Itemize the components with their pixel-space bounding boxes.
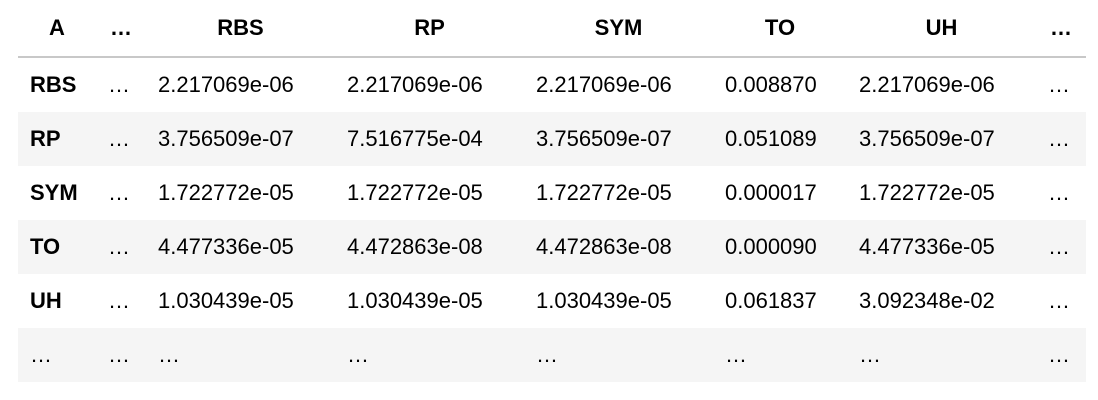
table-row: RBS … 2.217069e-06 2.217069e-06 2.217069… (18, 57, 1086, 112)
table-cell: 4.472863e-08 (536, 234, 672, 259)
table-cell: … (536, 342, 558, 367)
table-cell: … (1048, 288, 1070, 313)
header-row: A … RBS RP SYM TO UH … (18, 0, 1086, 58)
row-index: RP (30, 126, 61, 151)
table-cell: 2.217069e-06 (158, 72, 294, 97)
table-row: SYM … 1.722772e-05 1.722772e-05 1.722772… (18, 166, 1086, 220)
table-cell: 1.722772e-05 (859, 180, 995, 205)
row-index: TO (30, 234, 61, 259)
table-cell: … (725, 342, 747, 367)
table-cell: 4.477336e-05 (859, 234, 995, 259)
table-cell: … (158, 342, 180, 367)
table-cell: 4.477336e-05 (158, 234, 294, 259)
dataframe-output: A … RBS RP SYM TO UH … RBS … 2.217069e-0… (18, 0, 1086, 382)
table-cell: … (347, 342, 369, 367)
table-row: RP … 3.756509e-07 7.516775e-04 3.756509e… (18, 112, 1086, 166)
table-cell: … (1048, 72, 1070, 97)
column-header: UH (847, 0, 1036, 58)
column-header: RBS (146, 0, 335, 58)
table-cell: 1.722772e-05 (158, 180, 294, 205)
table-row: UH … 1.030439e-05 1.030439e-05 1.030439e… (18, 274, 1086, 328)
table-cell: … (108, 72, 130, 97)
column-header: SYM (524, 0, 713, 58)
row-index: RBS (30, 72, 77, 97)
table-cell: 1.030439e-05 (158, 288, 294, 313)
table-cell: 7.516775e-04 (347, 126, 483, 151)
table-cell: 1.722772e-05 (347, 180, 483, 205)
table-cell: 1.030439e-05 (347, 288, 483, 313)
table-cell: 0.051089 (725, 126, 817, 151)
table-cell: 3.756509e-07 (859, 126, 995, 151)
table-cell: … (108, 180, 130, 205)
table-cell: … (859, 342, 881, 367)
column-header: … (96, 0, 146, 58)
table-cell: 3.756509e-07 (536, 126, 672, 151)
table-cell: … (1048, 234, 1070, 259)
table-cell: 1.722772e-05 (536, 180, 672, 205)
row-index: … (30, 342, 52, 367)
row-index: SYM (30, 180, 78, 205)
table-cell: … (108, 342, 130, 367)
table-cell: 2.217069e-06 (859, 72, 995, 97)
table-cell: … (108, 126, 130, 151)
column-header: RP (335, 0, 524, 58)
table-cell: 1.030439e-05 (536, 288, 672, 313)
table-cell: 3.092348e-02 (859, 288, 995, 313)
table-row: … … … … … … … … (18, 328, 1086, 382)
table-cell: 0.000017 (725, 180, 817, 205)
table-cell: 3.756509e-07 (158, 126, 294, 151)
table-row: TO … 4.477336e-05 4.472863e-08 4.472863e… (18, 220, 1086, 274)
table-cell: … (108, 288, 130, 313)
dataframe-table: A … RBS RP SYM TO UH … RBS … 2.217069e-0… (18, 0, 1086, 382)
column-header: TO (713, 0, 847, 58)
table-cell: 0.000090 (725, 234, 817, 259)
table-cell: 0.008870 (725, 72, 817, 97)
index-header: A (18, 0, 96, 58)
table-cell: … (1048, 180, 1070, 205)
table-cell: … (108, 234, 130, 259)
table-cell: 2.217069e-06 (536, 72, 672, 97)
table-cell: 2.217069e-06 (347, 72, 483, 97)
table-cell: 0.061837 (725, 288, 817, 313)
column-header: … (1036, 0, 1086, 58)
table-cell: … (1048, 342, 1070, 367)
table-cell: … (1048, 126, 1070, 151)
table-cell: 4.472863e-08 (347, 234, 483, 259)
row-index: UH (30, 288, 62, 313)
